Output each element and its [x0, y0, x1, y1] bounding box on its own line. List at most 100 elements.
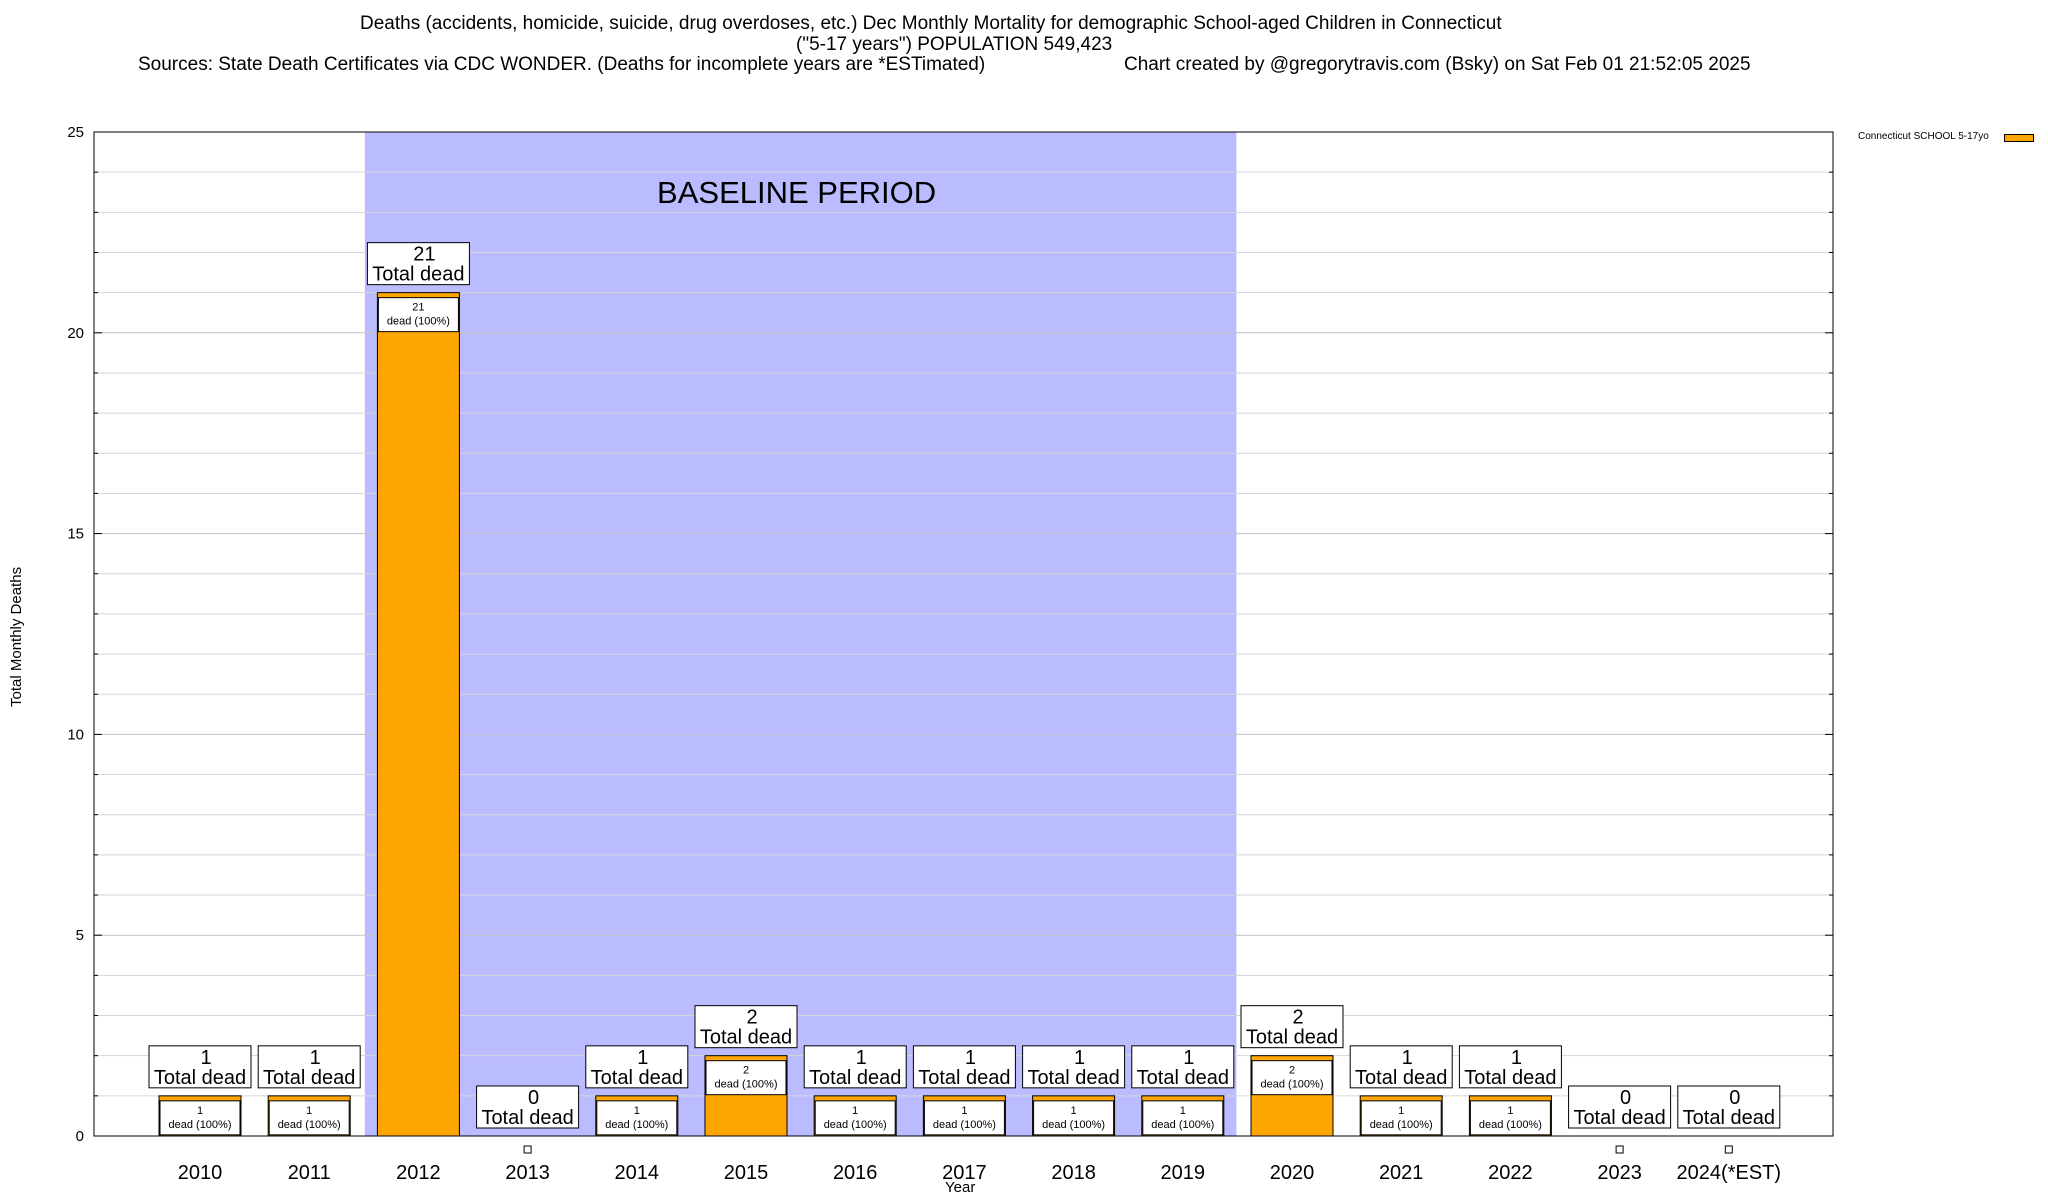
total-value-label: 1: [310, 1047, 321, 1069]
y-tick-label: 5: [76, 927, 84, 944]
x-tick-label: 2011: [288, 1162, 331, 1184]
x-tick-label: 2019: [1161, 1162, 1206, 1184]
total-label-box: [1568, 1085, 1672, 1129]
x-tick-label: 2015: [724, 1162, 769, 1184]
total-label-box: [366, 242, 470, 286]
x-tick-label: 2014: [615, 1162, 660, 1184]
segment-label-box: [814, 1100, 896, 1136]
total-label-box: [1677, 1085, 1781, 1129]
y-tick-label: 0: [76, 1128, 84, 1145]
total-label-box: [1022, 1045, 1126, 1089]
x-tick-label: 2016: [833, 1162, 878, 1184]
segment-value-label: 1: [1507, 1105, 1513, 1117]
total-value-label: 1: [1402, 1047, 1413, 1069]
total-text-label: Total dead: [1573, 1107, 1665, 1129]
y-tick-label: 25: [67, 124, 84, 141]
total-value-label: 0: [528, 1087, 539, 1109]
chart-credit: Chart created by @gregorytravis.com (Bsk…: [1124, 54, 1751, 75]
total-text-label: Total dead: [1464, 1067, 1556, 1089]
x-axis-label: Year: [945, 1179, 976, 1196]
baseline-period-region: [364, 132, 1237, 1136]
segment-percent-label: dead (100%): [387, 316, 450, 328]
y-tick-label: 20: [67, 325, 84, 342]
segment-percent-label: dead (100%): [715, 1079, 778, 1091]
total-label-box: [1458, 1045, 1562, 1089]
y-tick-label: 15: [67, 526, 84, 543]
segment-percent-label: dead (100%): [169, 1119, 232, 1131]
legend-label: Connecticut SCHOOL 5-17yo: [1858, 131, 1989, 142]
chart-title: Deaths (accidents, homicide, suicide, dr…: [360, 13, 1502, 34]
y-axis-label: Total Monthly Deaths: [8, 566, 25, 707]
segment-label-box: [596, 1100, 678, 1136]
x-tick-label: 2012: [396, 1162, 441, 1184]
segment-value-label: 1: [961, 1105, 967, 1117]
total-label-box: [694, 1005, 798, 1049]
segment-percent-label: dead (100%): [824, 1119, 887, 1131]
x-tick-label: 2022: [1488, 1162, 1533, 1184]
total-value-label: 1: [200, 1047, 211, 1069]
total-text-label: Total dead: [481, 1107, 573, 1129]
segment-percent-label: dead (100%): [933, 1119, 996, 1131]
segment-label-box: [1469, 1100, 1551, 1136]
segment-label-box: [1360, 1100, 1442, 1136]
total-value-label: 1: [637, 1047, 648, 1069]
x-tick-label: 2017: [942, 1162, 987, 1184]
total-text-label: Total dead: [154, 1067, 246, 1089]
segment-percent-label: dead (100%): [278, 1119, 341, 1131]
total-label-box: [912, 1045, 1016, 1089]
total-text-label: Total dead: [918, 1067, 1010, 1089]
total-text-label: Total dead: [1027, 1067, 1119, 1089]
legend-swatch: [2004, 134, 2034, 142]
x-tick-label: 2020: [1270, 1162, 1315, 1184]
segment-label-box: [705, 1060, 787, 1096]
total-text-label: Total dead: [1137, 1067, 1229, 1089]
total-value-label: 1: [1183, 1047, 1194, 1069]
segment-value-label: 1: [852, 1105, 858, 1117]
segment-label-box: [268, 1100, 350, 1136]
segment-value-label: 1: [1180, 1105, 1186, 1117]
total-label-box: [585, 1045, 689, 1089]
segment-percent-label: dead (100%): [1151, 1119, 1214, 1131]
segment-percent-label: dead (100%): [1479, 1119, 1542, 1131]
segment-value-label: 1: [306, 1105, 312, 1117]
total-value-label: 1: [965, 1047, 976, 1069]
total-text-label: Total dead: [372, 264, 464, 286]
total-text-label: Total dead: [1246, 1027, 1338, 1049]
total-text-label: Total dead: [591, 1067, 683, 1089]
segment-label-box: [923, 1100, 1005, 1136]
total-label-box: [148, 1045, 252, 1089]
segment-percent-label: dead (100%): [1042, 1119, 1105, 1131]
segment-label-box: [1251, 1060, 1333, 1096]
total-value-label: 1: [1511, 1047, 1522, 1069]
total-label-box: [1131, 1045, 1235, 1089]
x-tick-label: 2013: [505, 1162, 550, 1184]
segment-value-label: 1: [1398, 1105, 1404, 1117]
total-label-box: [1240, 1005, 1344, 1049]
segment-label-box: [377, 297, 459, 333]
total-value-label: 21: [413, 244, 435, 266]
x-tick-label: 2023: [1597, 1162, 1642, 1184]
segment-value-label: 2: [1289, 1065, 1295, 1077]
zero-marker: [523, 1145, 532, 1154]
x-tick-label: 2021: [1379, 1162, 1424, 1184]
segment-label-box: [1142, 1100, 1224, 1136]
bar: [376, 292, 460, 1137]
total-text-label: Total dead: [263, 1067, 355, 1089]
segment-value-label: 1: [197, 1105, 203, 1117]
x-tick-label: 2024(*EST): [1677, 1162, 1782, 1184]
segment-percent-label: dead (100%): [1370, 1119, 1433, 1131]
y-tick-label: 10: [67, 726, 84, 743]
segment-value-label: 2: [743, 1065, 749, 1077]
chart-sources: Sources: State Death Certificates via CD…: [138, 54, 986, 75]
total-value-label: 1: [856, 1047, 867, 1069]
segment-percent-label: dead (100%): [605, 1119, 668, 1131]
total-value-label: 2: [746, 1007, 757, 1029]
segment-value-label: 1: [1071, 1105, 1077, 1117]
total-label-box: [1349, 1045, 1453, 1089]
total-label-box: [476, 1085, 580, 1129]
segment-value-label: 21: [412, 302, 424, 314]
total-text-label: Total dead: [1683, 1107, 1775, 1129]
total-value-label: 0: [1620, 1087, 1631, 1109]
total-value-label: 0: [1729, 1087, 1740, 1109]
